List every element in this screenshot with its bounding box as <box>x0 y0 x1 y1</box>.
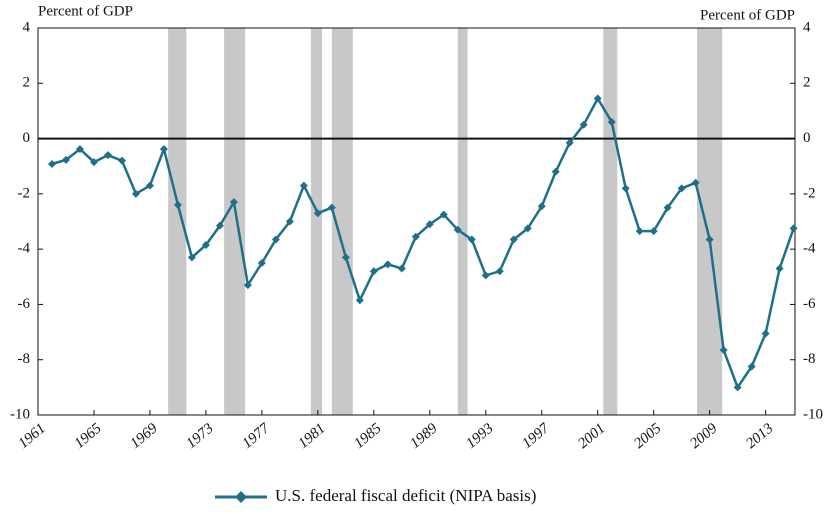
y-tick-label: -6 <box>18 296 31 312</box>
data-point <box>313 209 322 218</box>
data-point <box>75 145 84 154</box>
data-point <box>47 160 56 169</box>
x-tick-label: 1961 <box>16 420 49 452</box>
data-point <box>439 210 448 219</box>
data-point <box>747 362 756 371</box>
data-point <box>187 253 196 262</box>
y2-axis-label: Percent of GDP <box>700 7 795 23</box>
data-point <box>761 329 770 338</box>
y-axis-label: Percent of GDP <box>38 3 133 19</box>
data-point <box>89 158 98 167</box>
data-point <box>257 258 266 267</box>
data-point <box>159 145 168 154</box>
y2-tick-label: -10 <box>803 406 823 422</box>
data-point <box>579 120 588 129</box>
data-point <box>285 217 294 226</box>
x-tick-label: 2001 <box>575 420 608 452</box>
recession-band <box>603 28 618 415</box>
data-point <box>565 138 574 147</box>
y-tick-label: 4 <box>23 19 31 35</box>
x-tick-label: 2013 <box>743 420 776 452</box>
y2-tick-label: 4 <box>803 19 811 35</box>
data-point <box>103 151 112 160</box>
data-point <box>789 224 798 233</box>
data-point <box>271 235 280 244</box>
data-point <box>397 264 406 273</box>
data-point <box>691 178 700 187</box>
y2-tick-label: -4 <box>803 241 816 257</box>
data-point <box>201 240 210 249</box>
data-point <box>467 235 476 244</box>
data-point <box>411 232 420 241</box>
x-tick-label: 1969 <box>127 420 161 452</box>
data-point <box>607 117 616 126</box>
data-point <box>243 281 252 290</box>
data-point <box>383 260 392 269</box>
y2-tick-label: 0 <box>803 130 811 146</box>
recession-band <box>224 28 246 415</box>
legend-label: U.S. federal fiscal deficit (NIPA basis) <box>275 486 536 505</box>
data-point <box>719 346 728 355</box>
data-point <box>775 264 784 273</box>
data-point <box>621 184 630 193</box>
x-tick-label: 1981 <box>295 420 328 452</box>
y-tick-label: -2 <box>18 185 31 201</box>
y2-tick-label: -8 <box>803 351 816 367</box>
data-point <box>481 271 490 280</box>
x-tick-label: 1977 <box>239 419 273 452</box>
data-point <box>509 235 518 244</box>
data-point <box>495 267 504 276</box>
data-point <box>593 94 602 103</box>
y-tick-label: 2 <box>23 75 31 91</box>
data-point <box>341 253 350 262</box>
recession-band <box>697 28 723 415</box>
data-point <box>425 220 434 229</box>
data-point <box>453 225 462 234</box>
data-point <box>131 189 140 198</box>
data-point <box>299 181 308 190</box>
data-point <box>215 221 224 230</box>
x-tick-label: 1997 <box>519 419 553 452</box>
data-point <box>705 235 714 244</box>
data-point <box>229 198 238 207</box>
series-line <box>51 95 795 391</box>
data-point <box>677 184 686 193</box>
y2-tick-label: -2 <box>803 185 816 201</box>
data-point <box>733 383 742 392</box>
data-point <box>635 227 644 236</box>
data-point <box>537 202 546 211</box>
x-tick-label: 2005 <box>631 420 665 452</box>
data-point <box>523 224 532 233</box>
x-tick-label: 1993 <box>463 420 496 452</box>
recession-band <box>457 28 468 415</box>
y2-tick-label: 2 <box>803 75 811 91</box>
recession-band <box>331 28 353 415</box>
data-point <box>649 227 658 236</box>
data-point <box>551 167 560 176</box>
data-point <box>61 155 70 164</box>
plot-frame <box>37 27 796 416</box>
x-tick-label: 1985 <box>351 420 385 452</box>
legend-marker <box>235 491 247 503</box>
recession-band <box>168 28 187 415</box>
data-point <box>145 181 154 190</box>
data-point <box>663 203 672 212</box>
data-point <box>327 203 336 212</box>
y-tick-label: -4 <box>18 241 31 257</box>
x-tick-label: 2009 <box>687 420 721 452</box>
data-point <box>355 296 364 305</box>
x-tick-label: 1989 <box>407 420 441 452</box>
y-tick-label: -8 <box>18 351 31 367</box>
x-tick-label: 1965 <box>71 420 105 452</box>
data-point <box>369 267 378 276</box>
data-point <box>117 156 126 165</box>
y-tick-label: -10 <box>10 406 30 422</box>
data-point <box>173 200 182 209</box>
y-tick-label: 0 <box>23 130 31 146</box>
recession-band <box>310 28 323 415</box>
x-tick-label: 1973 <box>183 420 216 452</box>
y2-tick-label: -6 <box>803 296 816 312</box>
